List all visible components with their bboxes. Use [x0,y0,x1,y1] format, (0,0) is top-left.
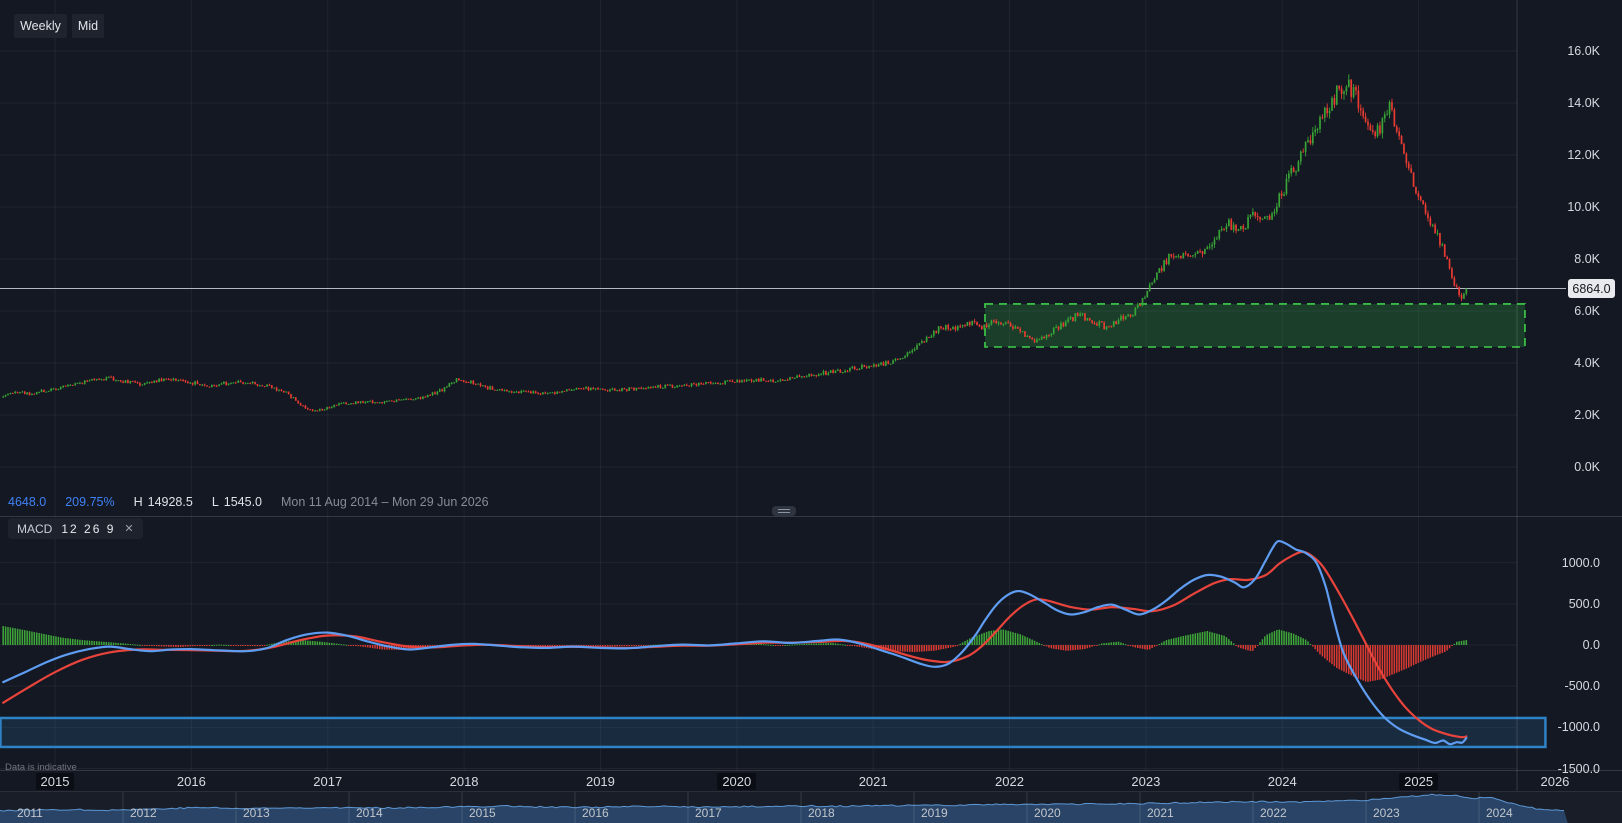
navigator-year-label: 2014 [356,806,383,820]
navigator-year-label: 2024 [1486,806,1513,820]
navigator-year-label: 2020 [1034,806,1061,820]
time-axis-year-label: 2022 [995,774,1024,789]
time-axis-year: 2026 [1521,774,1589,789]
price-axis-tick: 2.0K [1574,408,1600,422]
macd-title: MACD [17,521,53,536]
price-source-mid-label: Mid [77,19,99,33]
time-axis-year-label-boxed: 2020 [717,773,757,790]
navigator-year-label: 2019 [921,806,948,820]
time-axis-year-label: 2021 [858,774,888,789]
macd-close-icon[interactable]: ✕ [124,523,134,535]
navigator-year-label: 2022 [1260,806,1287,820]
time-axis-year-label: 2026 [1540,774,1570,789]
navigator-year-label: 2016 [582,806,609,820]
ohlc-legend: 4648.0 209.75% H 14928.5 L 1545.0 Mon 11… [8,495,489,509]
macd-axis-tick: -1000.0 [1557,720,1600,735]
time-axis-year: 2020 [703,773,771,790]
price-axis-tick: 12.0K [1567,148,1600,162]
time-axis-year: 2022 [976,774,1044,789]
macd-axis-tick: 0.0 [1582,638,1600,652]
price-axis-tick: 14.0K [1567,96,1600,110]
time-axis-year: 2016 [157,774,225,789]
price-source-mid-button[interactable]: Mid [72,14,104,38]
macd-indicator-legend[interactable]: MACD 12 26 9 ✕ [8,518,143,539]
legend-change-percent: 209.75% [65,495,115,509]
time-axis-year-label: 2024 [1267,774,1297,789]
time-axis-year-label-boxed: 2025 [1399,773,1439,790]
time-axis-year: 2021 [839,774,907,789]
time-axis-year: 2025 [1385,773,1453,790]
navigator-year-label: 2011 [17,806,43,820]
time-axis-year: 2018 [430,774,498,789]
navigator-year-label: 2013 [243,806,270,820]
price-axis-tick: 16.0K [1567,44,1600,58]
price-axis-tick: 0.0K [1574,460,1600,474]
pane-resize-handle[interactable] [772,506,796,516]
price-axis-tick: 10.0K [1567,200,1600,214]
time-axis-year: 2024 [1248,774,1316,789]
time-axis-year-label: 2016 [176,774,206,789]
price-axis-tick: 6.0K [1574,304,1600,318]
navigator-year-label: 2015 [469,806,496,820]
legend-date-range: Mon 11 Aug 2014 – Mon 29 Jun 2026 [281,495,489,509]
price-axis-tick: 8.0K [1574,252,1600,266]
time-axis-year-label: 2019 [585,774,615,789]
time-axis-year: 2017 [294,774,362,789]
legend-low: L 1545.0 [211,495,262,509]
macd-axis-tick: 1000.0 [1561,555,1600,570]
time-axis-year: 2015 [21,773,89,790]
macd-axis-tick: -500.0 [1564,679,1600,694]
navigator-year-label: 2023 [1373,806,1400,820]
legend-high: H 14928.5 [133,495,193,509]
price-axis-tick: 4.0K [1574,356,1600,370]
navigator-year-label: 2012 [130,806,157,820]
last-price-badge: 6864.0 [1568,279,1615,299]
navigator-year-label: 2017 [695,806,722,820]
time-axis-year: 2023 [1112,774,1180,789]
timeframe-weekly-label: Weekly [20,19,61,33]
data-indicative-note: Data is indicative [5,762,77,773]
navigator-year-label: 2018 [808,806,835,820]
macd-params: 12 26 9 [61,521,116,536]
time-axis-year-label: 2018 [449,774,479,789]
timeframe-weekly-button[interactable]: Weekly [14,14,67,38]
macd-axis-tick: 500.0 [1568,596,1600,611]
time-axis-year-label-boxed: 2015 [35,773,75,790]
legend-last-value: 4648.0 [8,495,47,509]
time-axis-year-label: 2017 [313,774,343,789]
navigator-year-label: 2021 [1147,806,1174,820]
time-axis-year: 2019 [566,774,634,789]
macd-axis-tick: -1500.0 [1557,761,1600,776]
time-axis-year-label: 2023 [1131,774,1161,789]
